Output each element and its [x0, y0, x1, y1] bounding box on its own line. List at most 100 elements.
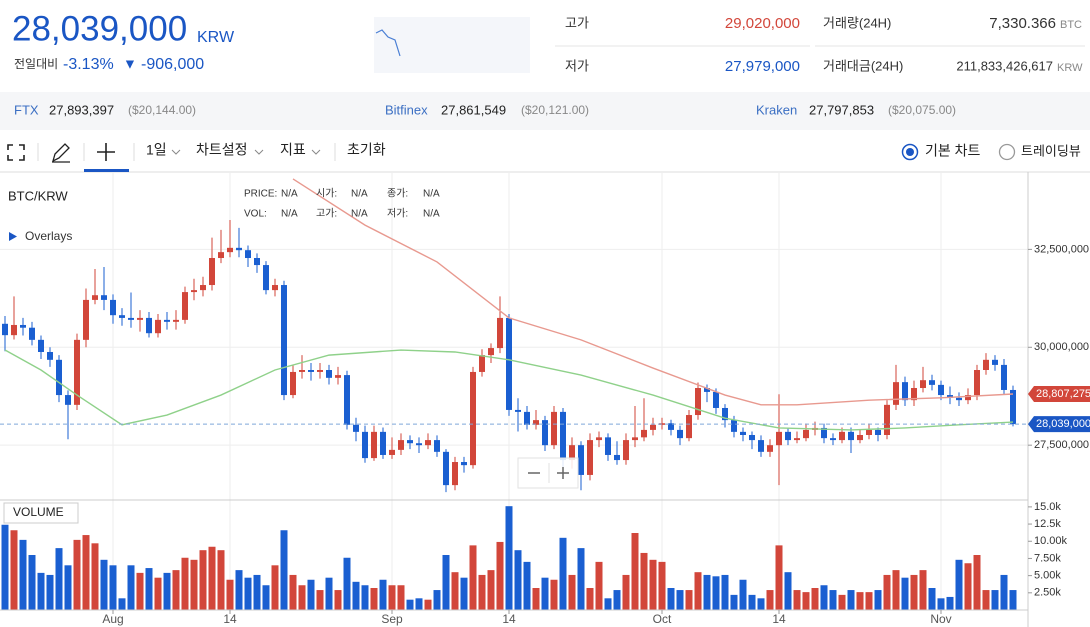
- radio[interactable]: [998, 143, 1016, 161]
- candle-body: [965, 395, 971, 401]
- volume-bar: [541, 577, 549, 610]
- volume-bar: [856, 592, 864, 610]
- view-option[interactable]: 기본 차트: [925, 143, 981, 159]
- volume-bar: [928, 588, 936, 610]
- volume-bar: [235, 570, 243, 610]
- candle-body: [272, 285, 278, 291]
- info-value: N/A: [423, 189, 440, 200]
- candle-body: [623, 440, 629, 461]
- volume-bar: [289, 574, 297, 610]
- candle-body: [551, 411, 557, 446]
- candle-body: [578, 445, 584, 475]
- change-label: 전일대비: [14, 57, 58, 71]
- period-button[interactable]: 1일: [146, 142, 167, 158]
- volume-bar: [496, 541, 504, 610]
- candle-body: [956, 397, 962, 401]
- mini-chart: [374, 17, 530, 73]
- volume-bar: [145, 568, 153, 610]
- crosshair-icon[interactable]: [97, 143, 115, 161]
- volume-bar: [118, 598, 126, 610]
- volume-bar: [568, 574, 576, 610]
- volume-bar: [154, 577, 162, 610]
- volume-bar: [739, 579, 747, 610]
- stat-value: 29,020,000: [725, 15, 800, 32]
- indicators-button[interactable]: 지표: [280, 142, 306, 158]
- volume-bar: [37, 572, 45, 610]
- overlays-label[interactable]: Overlays: [25, 229, 72, 243]
- volume-bar: [91, 543, 99, 610]
- volume-bar: [199, 550, 207, 610]
- candle-body: [884, 404, 890, 435]
- settings-button[interactable]: 차트설정: [196, 142, 248, 158]
- volume-bar: [757, 598, 765, 610]
- volume-bar: [460, 577, 468, 610]
- close-price-tag: [1028, 416, 1090, 433]
- candle-body: [569, 445, 575, 461]
- stat-label: 저가: [565, 58, 589, 73]
- candle-body: [146, 317, 152, 334]
- candle-body: [794, 438, 800, 441]
- volume-bar: [784, 572, 792, 610]
- volume-bar: [550, 579, 558, 610]
- stat-value: 27,979,000: [725, 58, 800, 75]
- volume-bar: [10, 530, 18, 610]
- candle-body: [164, 319, 170, 322]
- candle-body: [461, 462, 467, 466]
- exchange-price: 27,797,853: [809, 102, 874, 117]
- volume-bar: [640, 552, 648, 610]
- radio-selected[interactable]: [901, 143, 919, 161]
- volume-bar: [370, 588, 378, 610]
- volume-bar: [874, 590, 882, 610]
- candle-body: [1010, 389, 1016, 425]
- volume-bar: [712, 576, 720, 610]
- volume-bar: [136, 572, 144, 610]
- candle-body: [632, 437, 638, 441]
- volume-bar: [982, 590, 990, 610]
- candle-body: [704, 388, 710, 392]
- exchange-usd: ($20,075.00): [888, 103, 956, 117]
- candle-body: [614, 454, 620, 461]
- chevron: [171, 149, 181, 155]
- volume-bar: [910, 574, 918, 610]
- volume-bar: [406, 599, 414, 610]
- candle-body: [848, 431, 854, 441]
- candle-body: [524, 411, 530, 425]
- candle-body: [587, 440, 593, 475]
- candle-body: [731, 420, 737, 432]
- stat-value: 211,833,426,617: [956, 58, 1053, 73]
- reset-button[interactable]: 초기화: [347, 142, 386, 158]
- candle-body: [920, 380, 926, 389]
- stat-unit: KRW: [1057, 62, 1083, 74]
- candle-body: [110, 299, 116, 316]
- volume-bar: [892, 570, 900, 610]
- current-price: 28,039,000: [12, 9, 187, 48]
- view-option[interactable]: 트레이딩뷰: [1021, 143, 1081, 158]
- volume-bar: [172, 570, 180, 610]
- candle-body: [245, 250, 251, 259]
- exchange-name: Kraken: [756, 102, 797, 117]
- change-pct: -3.13%: [63, 56, 114, 73]
- overlays-toggle[interactable]: [9, 232, 17, 241]
- volume-bar: [919, 570, 927, 610]
- candle-body: [722, 407, 728, 421]
- draw-icon[interactable]: [51, 143, 70, 163]
- plot: [0, 178, 1028, 610]
- x-tick-label: Nov: [930, 612, 951, 626]
- price-unit: KRW: [197, 29, 235, 46]
- volume-bar: [973, 555, 981, 610]
- info-value: N/A: [351, 189, 368, 200]
- volume-bar: [343, 557, 351, 610]
- volume-bar: [559, 537, 567, 610]
- volume-bar: [622, 574, 630, 610]
- candle-body: [686, 415, 692, 439]
- candle-body: [326, 370, 332, 378]
- zoom-in[interactable]: [557, 467, 569, 479]
- volume-bar: [838, 594, 846, 610]
- info-label: 시가:: [316, 188, 337, 200]
- x-tick-label: Oct: [653, 612, 672, 626]
- fullscreen-icon[interactable]: [7, 144, 25, 161]
- candle-body: [929, 380, 935, 385]
- exchange-name: Bitfinex: [385, 102, 428, 117]
- candle-body: [767, 445, 773, 452]
- candle-body: [218, 252, 224, 259]
